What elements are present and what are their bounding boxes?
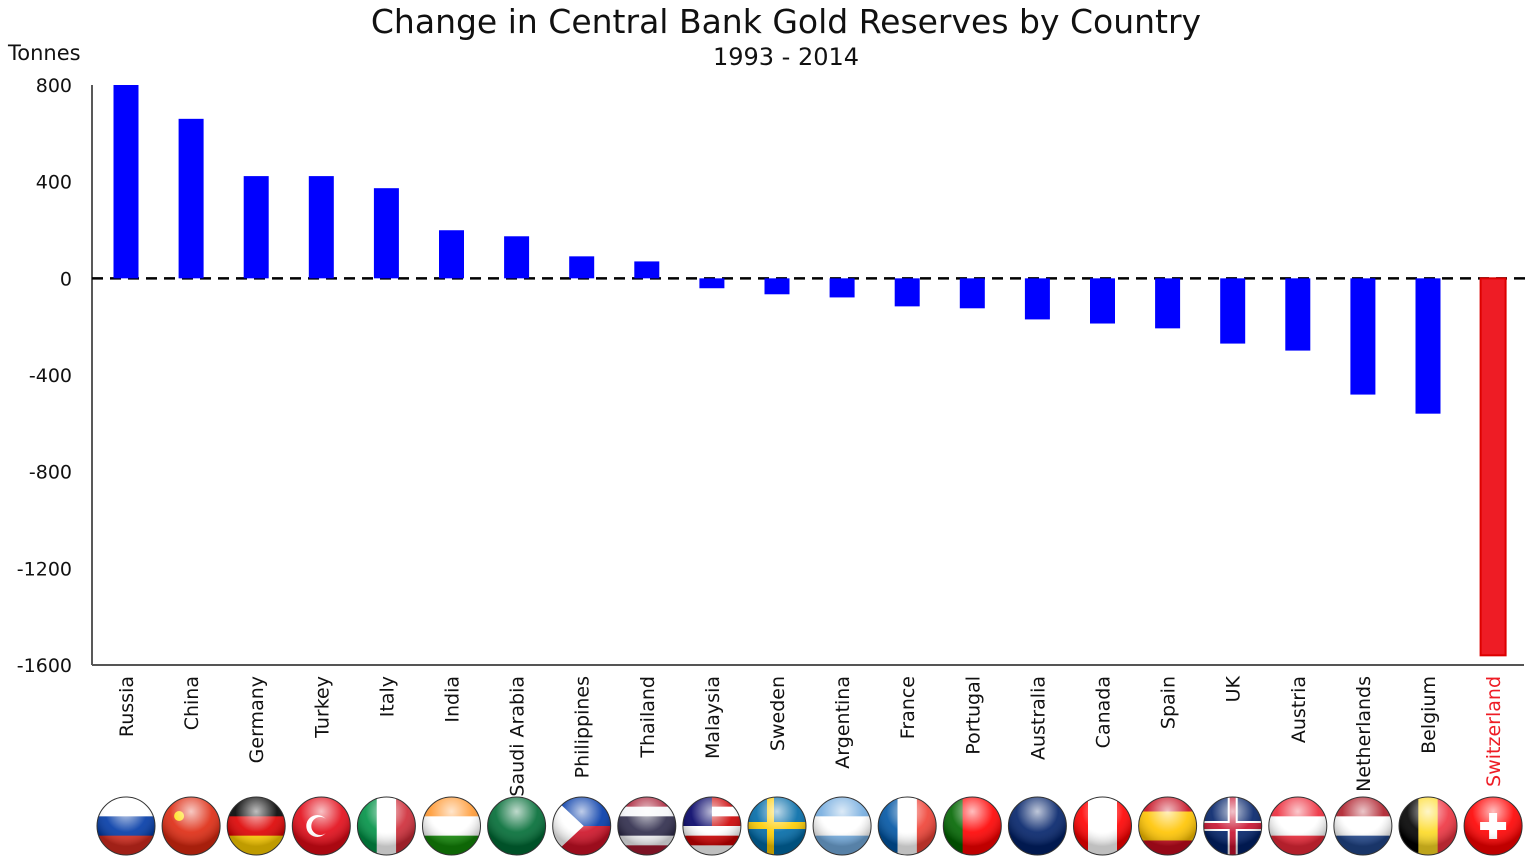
flag-germany-icon bbox=[226, 796, 286, 856]
x-tick-label: Italy bbox=[376, 676, 398, 717]
x-tick-label: Germany bbox=[246, 676, 268, 763]
bar-thailand bbox=[634, 261, 660, 279]
flag-saudi-arabia-icon bbox=[487, 796, 547, 856]
y-tick-label: 400 bbox=[36, 172, 72, 194]
bar-germany bbox=[243, 176, 269, 279]
chart-title: Change in Central Bank Gold Reserves by … bbox=[371, 2, 1201, 41]
bars bbox=[113, 85, 1507, 657]
x-tick-label: Malaysia bbox=[702, 676, 724, 759]
y-tick-label: 0 bbox=[60, 268, 72, 290]
bar-switzerland bbox=[1479, 277, 1507, 657]
x-tick-label: France bbox=[897, 676, 919, 739]
x-tick-label: China bbox=[181, 676, 203, 730]
x-tick-label: Philippines bbox=[572, 676, 594, 778]
flag-russia-icon bbox=[96, 796, 156, 856]
flag-philippines-icon bbox=[552, 796, 612, 856]
flag-austria-icon bbox=[1268, 796, 1328, 856]
flag-argentina-icon bbox=[812, 796, 872, 856]
bar-belgium bbox=[1415, 278, 1441, 414]
y-tick-label: -400 bbox=[29, 365, 72, 387]
x-tick-label: Canada bbox=[1093, 676, 1115, 748]
x-tick-label: Switzerland bbox=[1483, 676, 1505, 787]
bar-netherlands bbox=[1350, 278, 1376, 395]
flag-malaysia-icon bbox=[682, 796, 742, 856]
flag-spain-icon bbox=[1138, 796, 1198, 856]
x-tick-label: UK bbox=[1223, 675, 1245, 702]
flag-switzerland-icon bbox=[1463, 796, 1523, 856]
x-tick-labels: Russia China Germany Turkey Italy India Saudi … bbox=[116, 675, 1505, 796]
bar-austria bbox=[1285, 278, 1311, 351]
bar-turkey bbox=[308, 176, 334, 279]
x-tick-label: Thailand bbox=[637, 676, 659, 759]
flag-netherlands-icon bbox=[1333, 796, 1393, 856]
flag-belgium-icon bbox=[1398, 796, 1458, 856]
flag-china-icon bbox=[161, 796, 221, 856]
bar-australia bbox=[1024, 278, 1050, 320]
axes: 800 400 0 -400 -800 -1200 -1600 bbox=[17, 75, 1530, 677]
flag-portugal-icon bbox=[942, 796, 1002, 856]
y-axis-label: Tonnes bbox=[7, 41, 81, 65]
bar-china bbox=[178, 118, 204, 279]
flag-uk-icon bbox=[1203, 796, 1263, 856]
bar-philippines bbox=[569, 256, 595, 279]
bar-india bbox=[439, 230, 464, 279]
bar-canada bbox=[1090, 278, 1115, 324]
x-tick-label: Russia bbox=[116, 676, 138, 737]
chart-subtitle: 1993 - 2014 bbox=[713, 43, 859, 71]
flag-france-icon bbox=[877, 796, 937, 856]
y-tick-label: 800 bbox=[36, 75, 72, 97]
x-tick-label: Australia bbox=[1027, 676, 1049, 760]
y-tick-label: -1200 bbox=[17, 558, 72, 580]
flag-australia-icon bbox=[1007, 796, 1067, 856]
y-tick-label: -800 bbox=[29, 462, 72, 484]
flag-canada-icon bbox=[1073, 796, 1132, 856]
x-tick-label: Netherlands bbox=[1353, 676, 1375, 792]
bar-argentina bbox=[829, 278, 855, 298]
flag-sweden-icon bbox=[747, 796, 807, 856]
bar-portugal bbox=[959, 278, 985, 309]
flags bbox=[96, 796, 1523, 856]
x-tick-label: India bbox=[442, 676, 464, 723]
flag-thailand-icon bbox=[617, 796, 677, 856]
flag-italy-icon bbox=[356, 796, 416, 856]
bar-uk bbox=[1220, 278, 1246, 344]
x-tick-label: Saudi Arabia bbox=[507, 676, 529, 797]
bar-italy bbox=[373, 188, 399, 279]
bar-spain bbox=[1155, 278, 1181, 329]
bar-france bbox=[894, 278, 920, 307]
bar-malaysia bbox=[699, 278, 725, 289]
x-tick-label: Turkey bbox=[311, 676, 333, 739]
x-tick-label: Austria bbox=[1288, 676, 1310, 743]
x-tick-label: Spain bbox=[1158, 676, 1180, 729]
x-tick-label: Argentina bbox=[832, 676, 854, 769]
x-tick-label: Portugal bbox=[962, 676, 984, 755]
flag-india-icon bbox=[422, 796, 481, 856]
bar-russia bbox=[113, 85, 139, 279]
x-tick-label: Belgium bbox=[1418, 676, 1440, 754]
y-tick-label: -1600 bbox=[17, 655, 72, 677]
x-tick-label: Sweden bbox=[767, 676, 789, 751]
flag-turkey-icon bbox=[291, 796, 351, 856]
bar-sweden bbox=[764, 278, 790, 295]
bar-saudi-arabia bbox=[504, 236, 530, 279]
